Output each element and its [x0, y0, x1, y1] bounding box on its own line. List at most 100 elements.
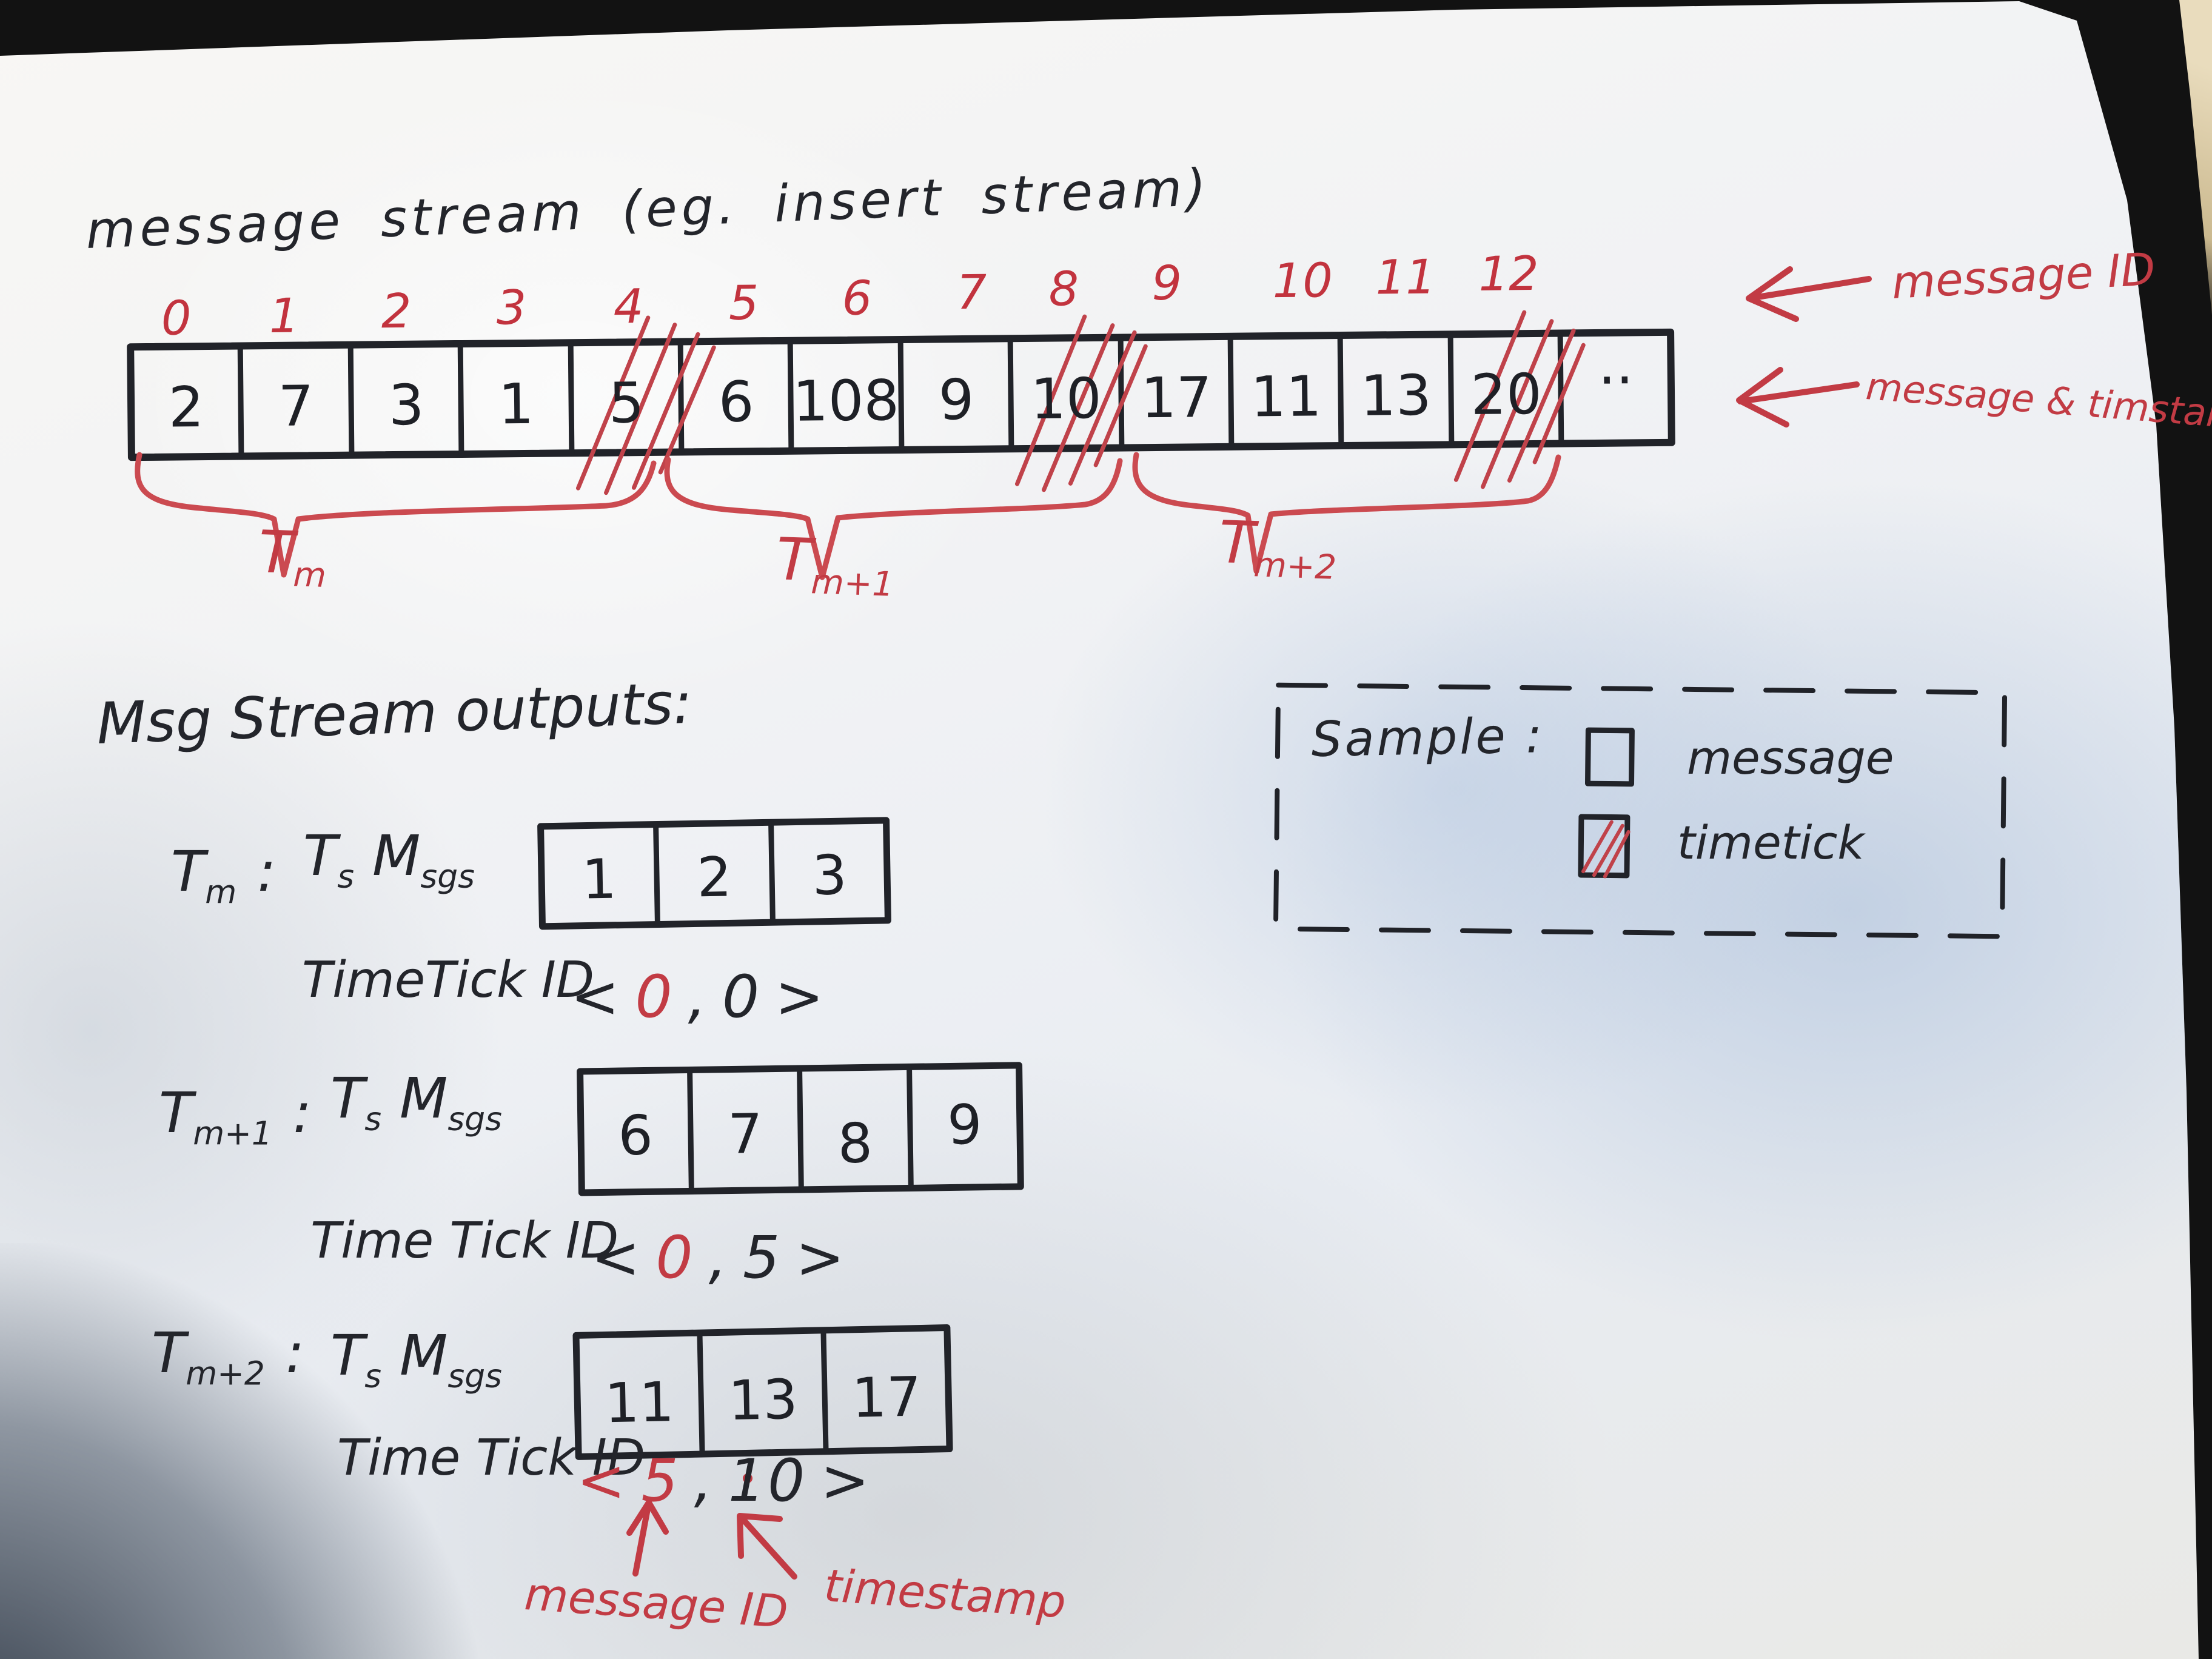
cell-value: 10	[1030, 366, 1102, 432]
window-brace-tm2	[1132, 452, 1561, 574]
window-label-tm1: Tm+1	[775, 525, 895, 605]
annotation-message-id: message ID	[1890, 243, 2157, 309]
output-cell-divider	[820, 1327, 829, 1455]
hatch-line	[658, 345, 716, 475]
hatch-line	[1581, 820, 1614, 874]
pair-annotation-arrows	[626, 1473, 797, 1580]
timetick-id-label: TimeTick ID	[302, 951, 595, 1009]
cell-index: 9	[1151, 256, 1182, 311]
hatch-line	[1481, 319, 1554, 489]
legend-box-group	[1273, 682, 2008, 939]
timetick-hatch-cell12	[1453, 310, 1586, 489]
output-value: 8	[837, 1111, 873, 1176]
cell-index: 3	[496, 281, 527, 335]
hatch-line	[1507, 328, 1576, 483]
cell-value: 5	[608, 370, 645, 436]
window-braces	[135, 452, 1561, 580]
cell-value: 3	[388, 373, 424, 438]
cell-value: 11	[1250, 364, 1322, 429]
output-cell-divider	[907, 1064, 914, 1191]
timetick-id-pair-tm1: <0, 5 >	[591, 1224, 847, 1292]
hatch-line	[575, 315, 651, 491]
cell-index: 12	[1478, 247, 1539, 302]
timetick-swatch-hatch	[1581, 820, 1631, 879]
cell-divider	[1447, 331, 1455, 447]
hatch-line	[604, 323, 677, 495]
output-value: 1	[581, 848, 617, 912]
cell-value: 108	[793, 368, 900, 434]
timetick-id-label: Time Tick ID	[310, 1212, 619, 1270]
output-box-tm: 1 2 3	[537, 817, 891, 930]
cell-value: 2	[168, 375, 204, 440]
arrow-left-head-icon	[1746, 266, 1799, 322]
output-cell-divider	[697, 1330, 705, 1457]
output-cell-divider	[687, 1067, 694, 1194]
cell-value: 20	[1470, 362, 1542, 427]
arrow-up-left-icon	[738, 1514, 797, 1580]
output-box-tm1: 6 7 8 9	[577, 1062, 1024, 1196]
legend-title: Sample :	[1310, 707, 1545, 768]
cell-index: 8	[1048, 262, 1079, 317]
output-value: 7	[728, 1102, 763, 1167]
ts-msgs-label: Ts Msgs	[330, 1323, 502, 1395]
cell-divider	[1227, 333, 1235, 450]
cell-index: 7	[956, 266, 987, 320]
ts-msgs-label: Ts Msgs	[330, 1066, 502, 1138]
arrow-left-head-icon	[1736, 367, 1789, 427]
hatch-line	[1453, 310, 1527, 482]
output-box-outline	[537, 817, 891, 930]
cell-divider	[1337, 332, 1344, 449]
timetick-hatch-cell8	[1014, 314, 1148, 492]
cell-divider	[237, 343, 244, 459]
cell-divider	[677, 338, 685, 455]
window-brace-tm1	[664, 457, 1123, 580]
output-box-outline	[572, 1324, 953, 1460]
timetick-id-pair-tm: <0, 0 >	[571, 963, 826, 1031]
cell-divider	[457, 341, 464, 457]
cell-divider	[347, 342, 355, 458]
legend-item-message: message	[1687, 731, 1894, 785]
message-swatch	[1584, 727, 1635, 787]
cell-value: 7	[278, 374, 314, 439]
stream-indices: 0 1 2 3 4 5 6 7 8 9 10 11 12	[161, 247, 1539, 346]
hatch-line	[1532, 343, 1586, 464]
stream-array: 2 7 3 1 5 6 108 9 10 17 11 13 20 ·· 0 1 …	[127, 247, 1675, 495]
cell-index: 5	[728, 276, 759, 330]
cell-ellipsis: ··	[1598, 347, 1634, 413]
hatch-line	[1093, 344, 1148, 468]
timetick-id-label: Time Tick ID	[337, 1429, 646, 1487]
hatch-line	[1592, 823, 1624, 877]
stream-cell-dividers	[237, 330, 1564, 459]
cell-divider	[1557, 330, 1564, 447]
cell-value: 13	[1360, 363, 1432, 429]
output-cell-divider	[768, 819, 776, 925]
hatch-line	[631, 332, 700, 490]
arrow-up-head-icon	[626, 1500, 669, 1536]
output-row-name-tm1: Tm+1:	[159, 1081, 312, 1153]
cell-index: 0	[161, 291, 192, 346]
cell-index: 11	[1375, 250, 1436, 306]
output-row-name-tm2: Tm+2:	[152, 1321, 304, 1393]
arrow-up-left-head-icon	[737, 1513, 783, 1559]
hatch-line	[1014, 314, 1087, 486]
cell-divider	[897, 337, 905, 453]
ts-msgs-label: Ts Msgs	[303, 823, 475, 896]
cell-index: 10	[1272, 253, 1333, 309]
cell-index: 6	[842, 271, 873, 326]
window-brace-tm	[135, 452, 657, 578]
stream-cell-values: 2 7 3 1 5 6 108 9 10 17 11 13 20 ··	[168, 347, 1634, 440]
cell-divider	[1007, 335, 1014, 452]
cell-value: 9	[938, 367, 974, 433]
cell-value: 1	[498, 372, 534, 437]
output-value: 13	[728, 1368, 799, 1433]
window-label-tm: Tm	[257, 518, 327, 596]
cell-value: 17	[1141, 365, 1212, 431]
arrow-left-icon	[1747, 276, 1872, 301]
legend-box	[1273, 682, 2008, 939]
timetick-id-pair-tm2: <5, 10 >	[577, 1447, 872, 1515]
output-value: 11	[604, 1370, 675, 1435]
cell-index: 4	[613, 280, 644, 334]
arrow-up-icon	[632, 1500, 652, 1577]
